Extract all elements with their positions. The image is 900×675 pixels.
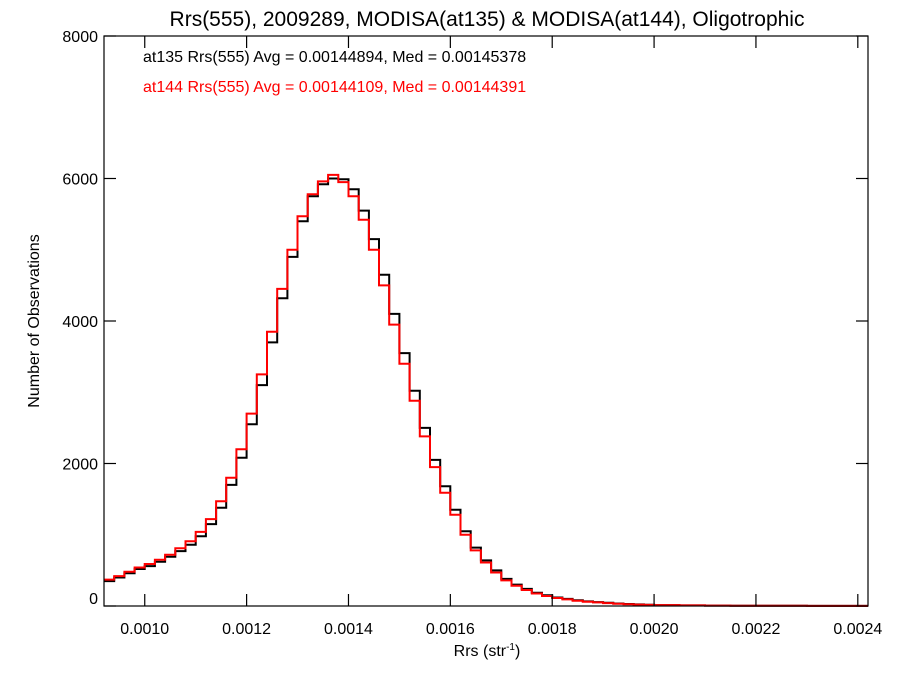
x-tick-label: 0.0014 bbox=[324, 621, 373, 638]
x-tick-label: 0.0016 bbox=[426, 621, 475, 638]
y-tick-label: 0 bbox=[89, 591, 98, 608]
series-layer bbox=[104, 173, 868, 607]
y-tick-label: 4000 bbox=[62, 314, 98, 331]
annotation-at144: at144 Rrs(555) Avg = 0.00144109, Med = 0… bbox=[143, 79, 526, 96]
x-axis-label-close: ) bbox=[515, 643, 520, 660]
y-tick-label: 2000 bbox=[62, 457, 98, 474]
y-axis: 0 2000 4000 6000 8000 bbox=[62, 29, 868, 608]
x-tick-label: 0.0020 bbox=[630, 621, 679, 638]
plot-frame bbox=[103, 35, 869, 607]
x-tick-label: 0.0010 bbox=[120, 621, 169, 638]
x-tick-label: 0.0018 bbox=[528, 621, 577, 638]
x-axis: 0.0010 0.0012 0.0014 0.0016 0.0018 0.0020 0.00… bbox=[120, 36, 882, 638]
chart-title: Rrs(555), 2009289, MODISA(at135) & MODIS… bbox=[170, 8, 805, 31]
x-tick-label: 0.0022 bbox=[731, 621, 780, 638]
x-axis-label: Rrs (str-1) bbox=[454, 642, 521, 660]
x-tick-label: 0.0012 bbox=[222, 621, 271, 638]
x-axis-label-main: Rrs (str bbox=[454, 643, 507, 660]
annotation-at135: at135 Rrs(555) Avg = 0.00144894, Med = 0… bbox=[143, 49, 526, 66]
y-axis-label: Number of Observations bbox=[26, 234, 43, 407]
x-tick-label: 0.0024 bbox=[833, 621, 882, 638]
y-tick-label: 8000 bbox=[62, 29, 98, 46]
x-axis-label-superscript: -1 bbox=[506, 642, 515, 653]
series-line-1 bbox=[104, 173, 868, 607]
series-line-0 bbox=[104, 177, 868, 607]
y-tick-label: 6000 bbox=[62, 172, 98, 189]
